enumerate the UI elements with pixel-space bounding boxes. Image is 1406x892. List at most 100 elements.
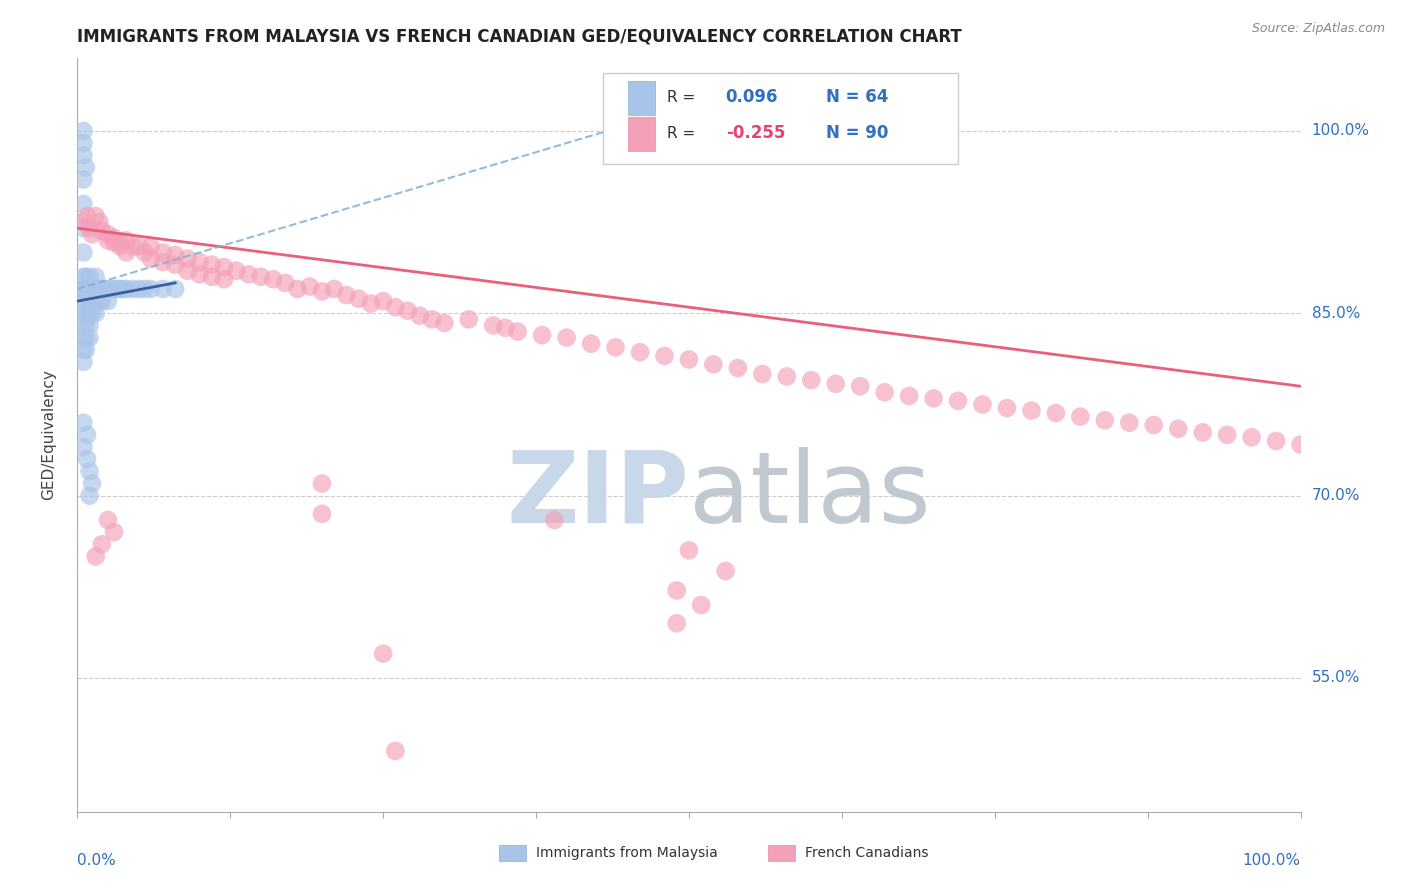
Point: [165, 258, 187, 272]
Bar: [628, 117, 655, 151]
Point: [972, 397, 994, 411]
Point: [165, 282, 187, 296]
Text: 0.096: 0.096: [725, 88, 778, 106]
Point: [97, 227, 120, 242]
Point: [79, 306, 101, 320]
Point: [849, 379, 872, 393]
Point: [238, 268, 260, 282]
Point: [97, 294, 120, 309]
Point: [89, 215, 111, 229]
Point: [134, 282, 156, 296]
Point: [995, 401, 1018, 416]
Point: [72, 343, 94, 357]
Point: [75, 294, 97, 309]
Point: [898, 389, 921, 403]
Point: [800, 373, 823, 387]
Point: [495, 321, 517, 335]
Point: [139, 239, 162, 253]
Text: 100.0%: 100.0%: [1243, 853, 1301, 868]
Point: [628, 345, 651, 359]
Point: [420, 312, 443, 326]
Text: French Canadians: French Canadians: [806, 847, 928, 860]
Point: [103, 231, 125, 245]
Point: [72, 318, 94, 333]
Point: [665, 616, 688, 631]
Point: [139, 282, 162, 296]
Point: [90, 294, 112, 309]
Point: [79, 330, 101, 344]
Point: [76, 452, 98, 467]
Text: R =: R =: [666, 90, 700, 104]
Point: [873, 385, 896, 400]
Point: [80, 227, 103, 242]
Point: [506, 325, 529, 339]
Point: [72, 221, 94, 235]
Text: N = 90: N = 90: [825, 124, 889, 143]
Point: [90, 282, 112, 296]
Point: [79, 294, 101, 309]
Point: [75, 343, 97, 357]
Point: [75, 330, 97, 344]
Point: [457, 312, 479, 326]
Point: [76, 209, 98, 223]
Point: [80, 282, 103, 296]
Point: [80, 306, 103, 320]
Point: [152, 245, 174, 260]
Point: [1045, 406, 1067, 420]
Text: N = 64: N = 64: [825, 88, 889, 106]
Point: [139, 252, 162, 266]
Point: [384, 300, 406, 314]
Point: [347, 292, 370, 306]
Point: [702, 357, 724, 371]
Point: [90, 537, 112, 551]
Point: [250, 269, 273, 284]
Point: [433, 316, 456, 330]
Point: [165, 248, 187, 262]
Point: [371, 294, 394, 309]
Point: [72, 440, 94, 454]
Point: [1216, 428, 1239, 442]
Bar: [628, 80, 655, 114]
Point: [79, 464, 101, 478]
Point: [108, 282, 131, 296]
Point: [72, 269, 94, 284]
Point: [298, 279, 321, 293]
Point: [103, 282, 125, 296]
Point: [100, 282, 122, 296]
Point: [727, 361, 749, 376]
Point: [311, 285, 333, 299]
Point: [409, 309, 432, 323]
Point: [76, 428, 98, 442]
FancyBboxPatch shape: [603, 73, 957, 163]
Point: [946, 393, 969, 408]
Point: [1289, 437, 1312, 451]
Point: [112, 282, 135, 296]
Point: [201, 258, 224, 272]
Point: [335, 288, 357, 302]
Point: [274, 276, 297, 290]
Point: [1167, 422, 1189, 436]
Point: [72, 294, 94, 309]
Point: [84, 549, 107, 564]
Point: [776, 369, 799, 384]
Point: [371, 647, 394, 661]
Point: [103, 235, 125, 250]
Point: [75, 269, 97, 284]
Point: [188, 255, 211, 269]
Text: R =: R =: [666, 126, 700, 141]
Text: IMMIGRANTS FROM MALAYSIA VS FRENCH CANADIAN GED/EQUIVALENCY CORRELATION CHART: IMMIGRANTS FROM MALAYSIA VS FRENCH CANAD…: [77, 28, 962, 45]
Point: [75, 318, 97, 333]
Point: [72, 282, 94, 296]
Point: [79, 489, 101, 503]
Text: atlas: atlas: [689, 447, 931, 543]
Point: [84, 306, 107, 320]
Point: [75, 161, 97, 175]
Point: [79, 221, 101, 235]
Point: [287, 282, 309, 296]
Point: [152, 282, 174, 296]
Point: [84, 282, 107, 296]
Point: [80, 294, 103, 309]
Point: [1240, 430, 1263, 444]
Point: [79, 282, 101, 296]
Point: [1118, 416, 1140, 430]
